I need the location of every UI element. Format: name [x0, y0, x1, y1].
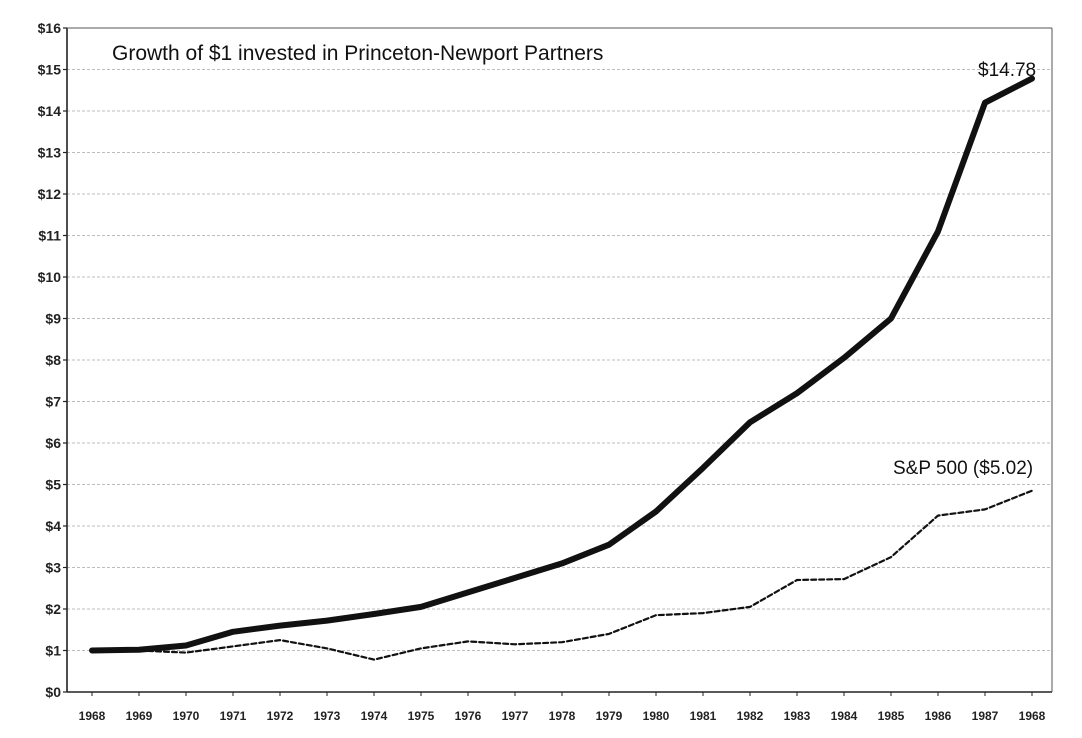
- y-tick-labels: $0 $1 $2 $3 $4 $5 $6 $7 $8 $9 $10 $11 $12 $13 $14 $15 $1…: [38, 20, 67, 700]
- x-tick-label: 1979: [596, 709, 623, 723]
- y-tick-label: $5: [45, 477, 61, 493]
- y-tick-label: $11: [38, 228, 61, 244]
- y-tick-label: $10: [38, 269, 62, 285]
- x-tick-label: 1968: [79, 709, 106, 723]
- x-tick-label: 1980: [643, 709, 670, 723]
- pnp-series-line: [89, 75, 1035, 654]
- y-tick-label: $12: [38, 186, 62, 202]
- chart-title: Growth of $1 invested in Princeton-Newpo…: [112, 42, 603, 65]
- y-tick-label: $8: [45, 352, 61, 368]
- x-tick-label: 1971: [220, 709, 247, 723]
- x-tick-label: 1982: [737, 709, 764, 723]
- x-tick-label: 1987: [972, 709, 999, 723]
- x-tick-label: 1985: [878, 709, 905, 723]
- x-tick-label: 1975: [408, 709, 435, 723]
- y-tick-label: $15: [38, 62, 62, 78]
- x-tick-label: 1978: [549, 709, 576, 723]
- x-tick-label: 1970: [173, 709, 200, 723]
- x-tick-label: 1974: [361, 709, 388, 723]
- y-tick-label: $2: [45, 601, 61, 617]
- y-tick-label: $0: [45, 684, 61, 700]
- axes: [66, 27, 1053, 693]
- x-tick-label: 1973: [314, 709, 341, 723]
- sp500-end-annotation: S&P 500 ($5.02): [893, 458, 1033, 479]
- y-tick-label: $13: [38, 145, 62, 161]
- y-tick-label: $3: [45, 560, 61, 576]
- y-tick-label: $7: [45, 394, 61, 410]
- x-tick-label: 1984: [831, 709, 858, 723]
- x-tick-label: 1972: [267, 709, 294, 723]
- y-tick-label: $6: [45, 435, 61, 451]
- y-tick-label: $9: [45, 311, 61, 327]
- x-tick-labels: 1968 1969 1970 1971 1972 1973 1974 1975 1976 1977…: [79, 692, 1046, 723]
- y-tick-label: $4: [45, 518, 61, 534]
- sp500-series-line: [90, 489, 1034, 661]
- y-tick-label: $14: [38, 103, 62, 119]
- x-tick-label: 1969: [126, 709, 153, 723]
- x-tick-label: 1983: [784, 709, 811, 723]
- y-tick-label: $16: [38, 20, 62, 36]
- y-tick-label: $1: [45, 643, 61, 659]
- x-tick-label: 1968: [1019, 709, 1046, 723]
- x-tick-label: 1977: [502, 709, 529, 723]
- x-tick-label: 1981: [690, 709, 717, 723]
- x-tick-label: 1986: [925, 709, 952, 723]
- series-lines: [89, 75, 1035, 661]
- pnp-end-annotation: $14.78: [978, 60, 1036, 81]
- x-tick-label: 1976: [455, 709, 482, 723]
- grid-lines: [67, 69, 1052, 651]
